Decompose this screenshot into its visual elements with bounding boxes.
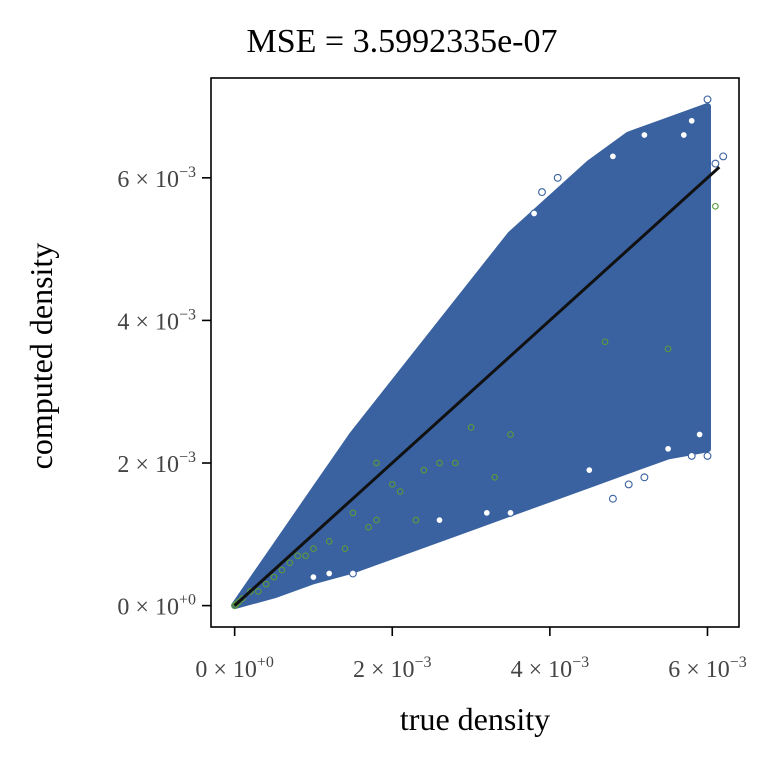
outlier-point (232, 600, 240, 608)
stray-point (679, 131, 688, 139)
stray-point (624, 480, 633, 489)
point-cloud-layer (231, 103, 711, 610)
stray-point (309, 573, 318, 582)
outlier-point (294, 552, 302, 560)
chart-title: MSE = 3.5992335e-07 (247, 23, 558, 60)
outlier-point (270, 573, 278, 581)
x-tick-label: 4 × 10−3 (511, 654, 590, 683)
outlier-point (325, 538, 333, 545)
plot-area (231, 95, 728, 610)
outlier-point (278, 566, 286, 574)
stray-point (664, 444, 673, 453)
stray-point (695, 430, 704, 439)
outlier-point (712, 202, 719, 210)
outlier-point (365, 523, 372, 531)
stray-point (719, 152, 728, 161)
stray-point (435, 516, 444, 525)
stray-point (608, 152, 617, 161)
outlier-point (349, 509, 357, 517)
outlier-point (247, 588, 254, 595)
stray-point (640, 131, 649, 139)
outlier-point (436, 459, 443, 467)
reference-line (233, 165, 721, 607)
outlier-point (239, 595, 246, 602)
stray-point (640, 473, 649, 482)
outlier-point (388, 481, 396, 488)
y-tick-label: 6 × 10−3 (117, 164, 196, 193)
outlier-point (601, 338, 609, 346)
x-tick-label: 2 × 10−3 (353, 654, 432, 683)
outlier-point (491, 473, 499, 481)
plot-frame (210, 77, 740, 628)
outlier-points-layer (231, 202, 719, 609)
outlier-point (373, 516, 380, 524)
stray-point (482, 508, 491, 517)
outlier-point (396, 488, 404, 495)
stray-point (687, 116, 696, 125)
x-tick-label: 0 × 10+0 (195, 654, 274, 683)
outlier-point (231, 602, 238, 609)
y-axis-label: computed density (23, 243, 59, 470)
stray-point (608, 494, 617, 503)
stray-points-layer (309, 95, 728, 582)
x-axis-label: true density (400, 701, 550, 737)
outlier-point (341, 545, 349, 552)
stray-point (553, 173, 562, 182)
x-axis-ticks: 0 × 10+0 2 × 10−3 4 × 10−3 6 × 10−3 (195, 627, 747, 683)
point-cloud-region (231, 103, 711, 610)
stray-point (348, 569, 357, 578)
stray-point (325, 569, 334, 578)
reference-line-layer (233, 165, 721, 607)
outlier-point (412, 516, 420, 524)
outlier-point (310, 545, 317, 552)
outlier-point (420, 466, 428, 474)
outlier-point (262, 580, 270, 588)
stray-point (711, 159, 720, 168)
x-tick-label: 6 × 10−3 (668, 654, 747, 683)
outlier-point (467, 424, 475, 431)
stray-point (687, 451, 696, 460)
stray-point (538, 188, 546, 197)
y-tick-label: 0 × 10+0 (117, 592, 196, 621)
stray-point (703, 95, 712, 104)
stray-point (506, 508, 515, 517)
y-axis-ticks: 0 × 10+0 2 × 10−3 4 × 10−3 6 × 10−3 (117, 164, 211, 621)
outlier-point (254, 588, 262, 595)
stray-point (703, 451, 712, 460)
outlier-point (373, 459, 380, 467)
stray-point (530, 209, 539, 218)
y-tick-label: 2 × 10−3 (117, 449, 196, 478)
outlier-point (664, 345, 672, 353)
outlier-point (286, 559, 294, 567)
outlier-point (451, 459, 459, 467)
outlier-point (302, 552, 309, 560)
stray-point (585, 466, 594, 475)
y-tick-label: 4 × 10−3 (117, 306, 196, 335)
outlier-point (507, 431, 514, 438)
